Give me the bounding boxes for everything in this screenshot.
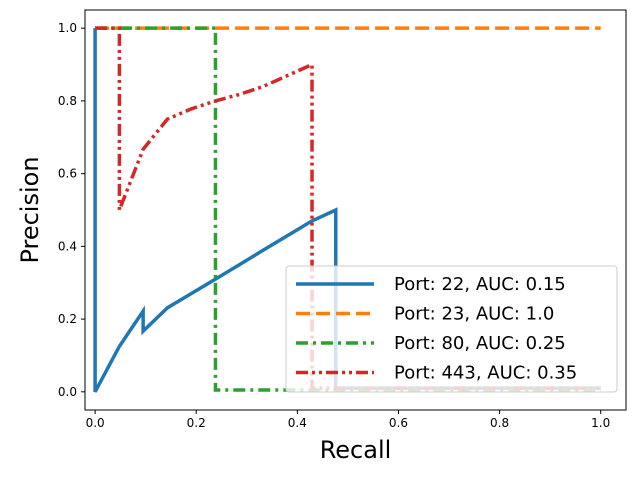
y-tick-label: 0.4 [58,239,77,253]
series-line-2 [95,26,601,392]
x-tick-label: 0.2 [187,416,206,430]
y-tick-label: 1.0 [58,21,77,35]
x-tick-label: 0.0 [86,416,105,430]
x-tick-label: 1.0 [591,416,610,430]
x-axis-label: Recall [320,436,392,464]
y-axis-label: Precision [16,156,44,263]
y-tick-label: 0.0 [58,385,77,399]
plot-frame [84,9,627,411]
legend-label-1: Port: 23, AUC: 1.0 [394,304,554,325]
legend-label-2: Port: 80, AUC: 0.25 [394,333,566,354]
legend-label-3: Port: 443, AUC: 0.35 [394,363,577,384]
series-lines [93,26,601,393]
legend-box [285,265,618,393]
x-tick-label: 0.8 [490,416,509,430]
x-tick-label: 0.6 [389,416,408,430]
legend-label-0: Port: 22, AUC: 0.15 [394,274,566,295]
y-tick-label: 0.2 [58,312,77,326]
series-line-0 [93,28,601,393]
x-tick-label: 0.4 [288,416,307,430]
y-tick-label: 0.6 [58,167,77,181]
y-tick-label: 0.8 [58,94,77,108]
series-line-3 [95,26,601,390]
legend: Port: 22, AUC: 0.15 Port: 23, AUC: 1.0 Por… [285,265,618,393]
axis-ticks: 0.0 0.2 0.4 0.6 0.8 1.0 0.0 0.2 0.4 0.6 0.8 1.0 [58,21,610,430]
